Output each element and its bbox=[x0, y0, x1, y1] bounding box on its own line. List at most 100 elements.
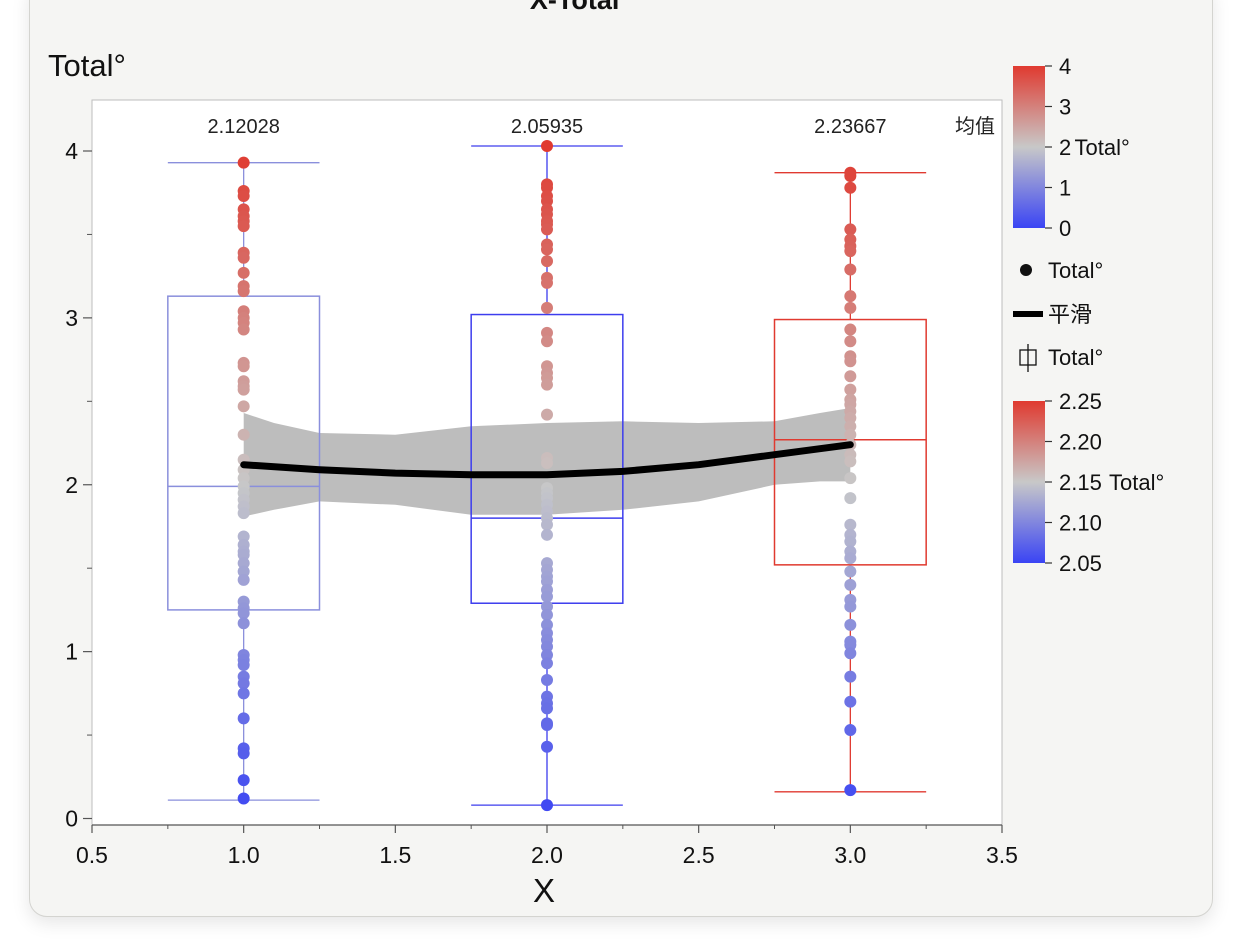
data-point bbox=[844, 455, 857, 468]
x-axis-label: X bbox=[533, 872, 556, 909]
data-point bbox=[237, 712, 250, 725]
data-point bbox=[844, 223, 857, 236]
colorbar-means-title: Total° bbox=[1109, 470, 1164, 495]
data-point bbox=[237, 383, 250, 396]
data-point bbox=[541, 657, 553, 670]
data-point bbox=[541, 702, 553, 715]
data-point bbox=[541, 139, 553, 152]
x-tick-label: 3.0 bbox=[834, 842, 866, 868]
data-point bbox=[237, 190, 250, 203]
colorbar-means-gradient bbox=[1013, 401, 1045, 563]
data-point bbox=[844, 412, 857, 424]
data-point bbox=[844, 784, 857, 797]
data-point bbox=[237, 400, 250, 413]
data-point bbox=[541, 600, 553, 613]
mean-label: 2.12028 bbox=[208, 116, 280, 138]
y-tick-label: 1 bbox=[65, 639, 78, 665]
data-point bbox=[541, 276, 553, 289]
colorbar-points-tick-label: 3 bbox=[1059, 95, 1071, 120]
data-point bbox=[237, 565, 250, 578]
y-tick-label: 2 bbox=[65, 472, 78, 498]
data-point bbox=[541, 457, 553, 470]
data-point bbox=[237, 323, 250, 336]
mean-header: 均值 bbox=[955, 115, 995, 138]
data-point bbox=[237, 607, 250, 620]
data-point bbox=[237, 251, 250, 264]
data-point bbox=[237, 360, 250, 373]
data-point bbox=[541, 618, 553, 631]
y-tick-label: 0 bbox=[65, 806, 78, 832]
data-point bbox=[844, 647, 857, 660]
data-point bbox=[541, 255, 553, 268]
chart-title: X-Total° bbox=[529, 0, 631, 15]
data-point bbox=[541, 648, 553, 661]
data-point bbox=[541, 195, 553, 208]
data-point bbox=[844, 323, 857, 336]
smooth-line bbox=[240, 441, 854, 479]
mean-label: 2.05935 bbox=[511, 116, 583, 138]
x-tick-label: 2.0 bbox=[531, 842, 563, 868]
data-point bbox=[237, 548, 250, 561]
data-point bbox=[541, 181, 553, 194]
data-point bbox=[844, 670, 857, 683]
x-tick-label: 1.0 bbox=[228, 842, 260, 868]
data-point bbox=[237, 557, 250, 570]
data-point bbox=[844, 600, 857, 613]
data-point bbox=[541, 326, 553, 339]
x-tick-label: 3.5 bbox=[986, 842, 1018, 868]
data-point bbox=[237, 573, 250, 586]
data-point bbox=[237, 792, 250, 805]
data-point bbox=[237, 774, 250, 787]
data-point bbox=[237, 156, 250, 169]
data-point bbox=[541, 223, 553, 236]
y-tick-label: 4 bbox=[65, 138, 78, 164]
data-point bbox=[844, 618, 857, 631]
data-point bbox=[237, 677, 250, 690]
data-point bbox=[541, 378, 553, 391]
data-point bbox=[541, 575, 553, 588]
data-point bbox=[541, 640, 553, 653]
data-point bbox=[541, 301, 553, 314]
data-point bbox=[237, 530, 250, 543]
data-point bbox=[844, 638, 857, 651]
data-point bbox=[844, 335, 857, 348]
data-point bbox=[844, 420, 857, 433]
colorbar-points-tick-label: 2 bbox=[1059, 135, 1071, 160]
data-point bbox=[237, 658, 250, 671]
colorbar-points-gradient bbox=[1013, 66, 1045, 228]
data-point bbox=[844, 245, 857, 258]
data-point bbox=[844, 565, 857, 578]
data-point bbox=[844, 370, 857, 383]
data-point bbox=[237, 428, 250, 441]
data-point bbox=[237, 507, 250, 520]
data-point bbox=[541, 608, 553, 621]
data-point bbox=[844, 578, 857, 591]
data-point bbox=[844, 518, 857, 531]
data-point bbox=[541, 408, 553, 421]
data-point bbox=[541, 719, 553, 732]
data-point bbox=[844, 355, 857, 368]
colorbar-means-tick-label: 2.10 bbox=[1059, 511, 1102, 536]
data-point bbox=[237, 747, 250, 760]
x-tick-label: 2.5 bbox=[683, 842, 715, 868]
legend-dot-icon bbox=[1020, 264, 1032, 276]
y-tick-label: 3 bbox=[65, 305, 78, 331]
colorbar-means-tick-label: 2.20 bbox=[1059, 430, 1102, 455]
data-point bbox=[844, 695, 857, 708]
data-point bbox=[541, 518, 553, 531]
data-point bbox=[237, 472, 250, 485]
data-point bbox=[844, 492, 857, 505]
colorbar-points-tick-label: 0 bbox=[1059, 216, 1071, 241]
colorbar-points-tick-label: 1 bbox=[1059, 176, 1071, 201]
data-point bbox=[844, 535, 857, 548]
data-point bbox=[844, 472, 857, 485]
x-tick-label: 1.5 bbox=[379, 842, 411, 868]
data-point bbox=[541, 335, 553, 348]
data-point bbox=[844, 290, 857, 303]
data-point bbox=[237, 220, 250, 233]
data-point bbox=[541, 673, 553, 686]
data-point bbox=[237, 285, 250, 298]
data-point bbox=[237, 687, 250, 700]
box bbox=[773, 318, 927, 566]
